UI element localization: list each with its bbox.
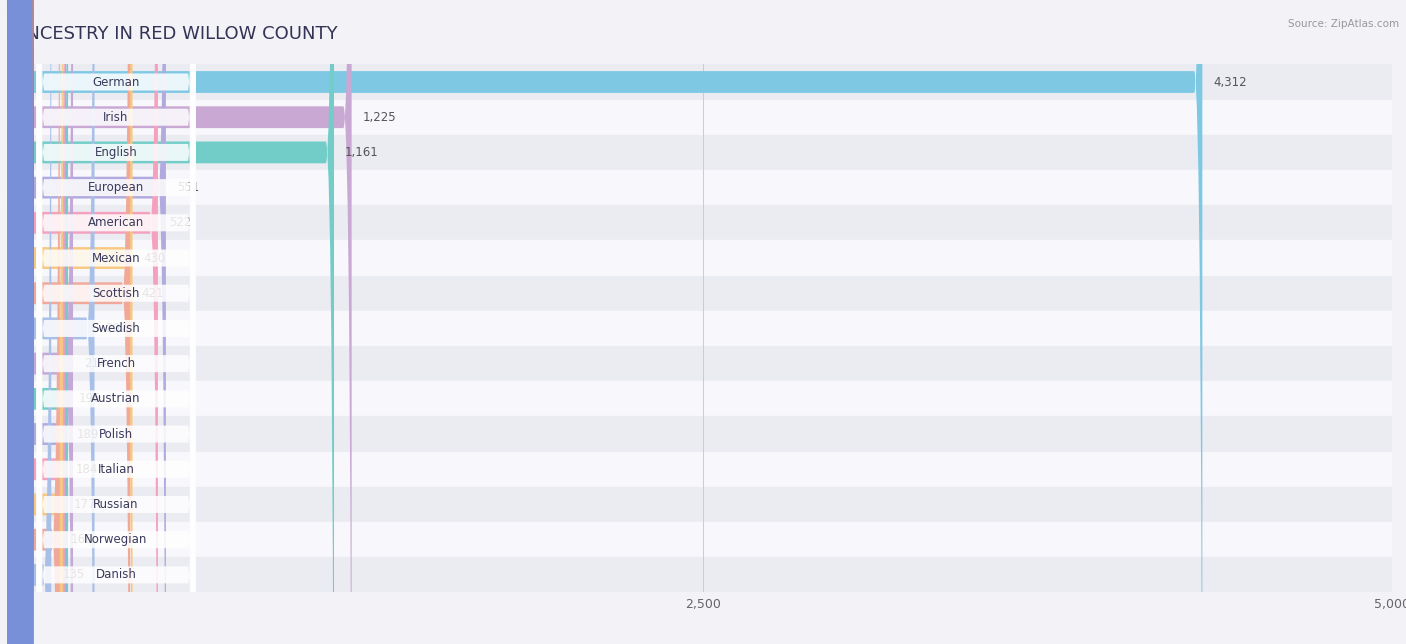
Text: Swedish: Swedish xyxy=(91,322,141,335)
Text: Polish: Polish xyxy=(98,428,134,440)
FancyBboxPatch shape xyxy=(37,0,195,644)
Bar xyxy=(14,487,1392,522)
FancyBboxPatch shape xyxy=(14,0,66,644)
Bar xyxy=(14,417,1392,451)
Text: 1,161: 1,161 xyxy=(344,146,378,159)
FancyBboxPatch shape xyxy=(37,0,195,644)
FancyBboxPatch shape xyxy=(37,0,195,644)
Circle shape xyxy=(8,0,32,644)
FancyBboxPatch shape xyxy=(37,0,195,644)
Bar xyxy=(14,522,1392,557)
Circle shape xyxy=(8,0,32,644)
Circle shape xyxy=(8,0,32,644)
FancyBboxPatch shape xyxy=(14,0,51,644)
Bar xyxy=(14,205,1392,240)
Bar xyxy=(14,100,1392,135)
Circle shape xyxy=(8,0,32,644)
FancyBboxPatch shape xyxy=(14,0,63,644)
Text: 177: 177 xyxy=(75,498,97,511)
Text: 166: 166 xyxy=(70,533,93,546)
FancyBboxPatch shape xyxy=(14,0,94,644)
Bar xyxy=(14,64,1392,100)
Bar xyxy=(14,170,1392,205)
Text: 184: 184 xyxy=(76,463,98,476)
Text: Irish: Irish xyxy=(103,111,129,124)
FancyBboxPatch shape xyxy=(37,0,195,644)
Circle shape xyxy=(8,0,32,644)
Text: English: English xyxy=(94,146,138,159)
FancyBboxPatch shape xyxy=(37,0,195,644)
Text: 189: 189 xyxy=(77,428,100,440)
Bar xyxy=(14,557,1392,592)
FancyBboxPatch shape xyxy=(37,0,195,644)
FancyBboxPatch shape xyxy=(14,0,335,644)
Text: American: American xyxy=(89,216,145,229)
Text: European: European xyxy=(89,181,145,194)
Circle shape xyxy=(8,0,32,644)
FancyBboxPatch shape xyxy=(37,0,195,644)
Text: Italian: Italian xyxy=(97,463,135,476)
Text: Danish: Danish xyxy=(96,569,136,582)
Text: 135: 135 xyxy=(62,569,84,582)
Text: French: French xyxy=(97,357,135,370)
Text: German: German xyxy=(93,75,139,88)
Text: ANCESTRY IN RED WILLOW COUNTY: ANCESTRY IN RED WILLOW COUNTY xyxy=(14,25,337,43)
Circle shape xyxy=(8,0,32,644)
FancyBboxPatch shape xyxy=(14,0,65,644)
Bar xyxy=(14,276,1392,311)
FancyBboxPatch shape xyxy=(37,0,195,644)
FancyBboxPatch shape xyxy=(37,0,195,644)
Text: 551: 551 xyxy=(177,181,200,194)
Bar xyxy=(14,346,1392,381)
Circle shape xyxy=(8,0,32,644)
Text: Norwegian: Norwegian xyxy=(84,533,148,546)
Text: Mexican: Mexican xyxy=(91,252,141,265)
FancyBboxPatch shape xyxy=(37,0,195,644)
FancyBboxPatch shape xyxy=(37,0,195,644)
Bar xyxy=(14,381,1392,417)
Text: 421: 421 xyxy=(141,287,163,299)
FancyBboxPatch shape xyxy=(14,0,60,644)
Circle shape xyxy=(8,0,32,644)
Text: Austrian: Austrian xyxy=(91,392,141,405)
FancyBboxPatch shape xyxy=(14,0,157,644)
FancyBboxPatch shape xyxy=(37,0,195,644)
FancyBboxPatch shape xyxy=(14,0,166,644)
Text: 522: 522 xyxy=(169,216,191,229)
Circle shape xyxy=(8,0,32,644)
Text: 430: 430 xyxy=(143,252,166,265)
Text: Scottish: Scottish xyxy=(93,287,139,299)
Text: 292: 292 xyxy=(105,322,128,335)
Text: Source: ZipAtlas.com: Source: ZipAtlas.com xyxy=(1288,19,1399,30)
Circle shape xyxy=(8,0,32,644)
Text: Russian: Russian xyxy=(93,498,139,511)
FancyBboxPatch shape xyxy=(14,0,352,644)
FancyBboxPatch shape xyxy=(14,0,1202,644)
FancyBboxPatch shape xyxy=(37,0,195,644)
Bar xyxy=(14,135,1392,170)
Circle shape xyxy=(8,0,32,644)
Text: 4,312: 4,312 xyxy=(1213,75,1247,88)
Bar xyxy=(14,451,1392,487)
Bar xyxy=(14,240,1392,276)
Text: 1,225: 1,225 xyxy=(363,111,396,124)
FancyBboxPatch shape xyxy=(14,0,132,644)
Text: 214: 214 xyxy=(84,357,107,370)
Circle shape xyxy=(8,0,32,644)
FancyBboxPatch shape xyxy=(37,0,195,644)
Text: 196: 196 xyxy=(79,392,101,405)
Circle shape xyxy=(8,0,32,644)
FancyBboxPatch shape xyxy=(14,0,67,644)
Circle shape xyxy=(8,0,32,644)
Bar xyxy=(14,311,1392,346)
FancyBboxPatch shape xyxy=(14,0,73,644)
FancyBboxPatch shape xyxy=(14,0,131,644)
